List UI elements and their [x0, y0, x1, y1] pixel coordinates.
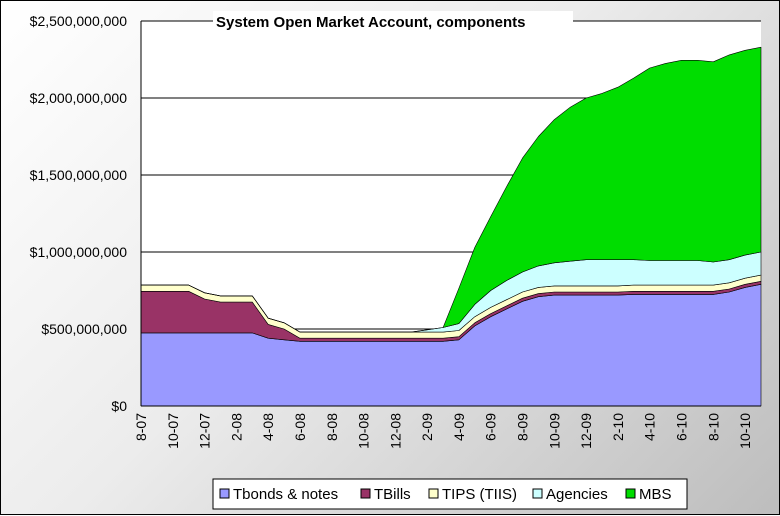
x-tick-label: 8-08	[324, 413, 340, 441]
x-tick-label: 4-09	[451, 413, 467, 441]
y-tick-label: $2,500,000,000	[30, 13, 128, 29]
legend-box	[212, 478, 688, 510]
x-tick-label: 4-10	[642, 413, 658, 441]
legend-swatch	[428, 488, 439, 499]
x-tick-label: 6-10	[674, 413, 690, 441]
x-tick-label: 12-09	[578, 413, 594, 449]
x-tick-label: 10-08	[356, 413, 372, 449]
x-tick-label: 8-10	[705, 413, 721, 441]
x-tick-label: 10-07	[165, 413, 181, 449]
legend-swatch	[625, 488, 636, 499]
chart-title: System Open Market Account, components	[216, 14, 526, 31]
legend-swatch	[532, 488, 543, 499]
legend-label: TIPS (TIIS)	[442, 486, 517, 503]
legend-label: Tbonds & notes	[233, 486, 338, 503]
x-tick-label: 8-07	[133, 413, 149, 441]
y-tick-label: $500,000,000	[41, 321, 127, 337]
title-backdrop	[213, 11, 573, 33]
x-tick-label: 4-08	[260, 413, 276, 441]
x-tick-label: 6-09	[483, 413, 499, 441]
legend-label: Agencies	[546, 486, 608, 503]
y-tick-label: $2,000,000,000	[30, 90, 128, 106]
x-tick-label: 10-09	[546, 413, 562, 449]
x-tick-label: 12-07	[197, 413, 213, 449]
legend: Tbonds & notes TBills TIPS (TIIS) Agencies M…	[212, 478, 688, 510]
x-tick-label: 12-08	[387, 413, 403, 449]
x-tick-labels: 8-07 10-07 12-07 2-08 4-08 6-08 8-08 10-08 12-08…	[133, 413, 753, 449]
legend-swatch	[219, 488, 230, 499]
legend-label: MBS	[639, 486, 672, 503]
y-tick-label: $1,500,000,000	[30, 167, 128, 183]
legend-swatch	[360, 488, 371, 499]
x-tick-label: 6-08	[292, 413, 308, 441]
x-tick-label: 2-09	[419, 413, 435, 441]
legend-label: TBills	[374, 486, 411, 503]
y-tick-label: $0	[111, 398, 127, 414]
x-tick-label: 10-10	[737, 413, 753, 449]
x-tick-label: 8-09	[515, 413, 531, 441]
x-tick-label: 2-08	[228, 413, 244, 441]
x-tick-label: 2-10	[610, 413, 626, 441]
y-tick-label: $1,000,000,000	[30, 244, 128, 260]
y-tick-labels: $0 $500,000,000 $1,000,000,000 $1,500,000,0…	[30, 13, 128, 414]
series-area-4	[140, 46, 762, 333]
series-areas	[140, 46, 762, 407]
